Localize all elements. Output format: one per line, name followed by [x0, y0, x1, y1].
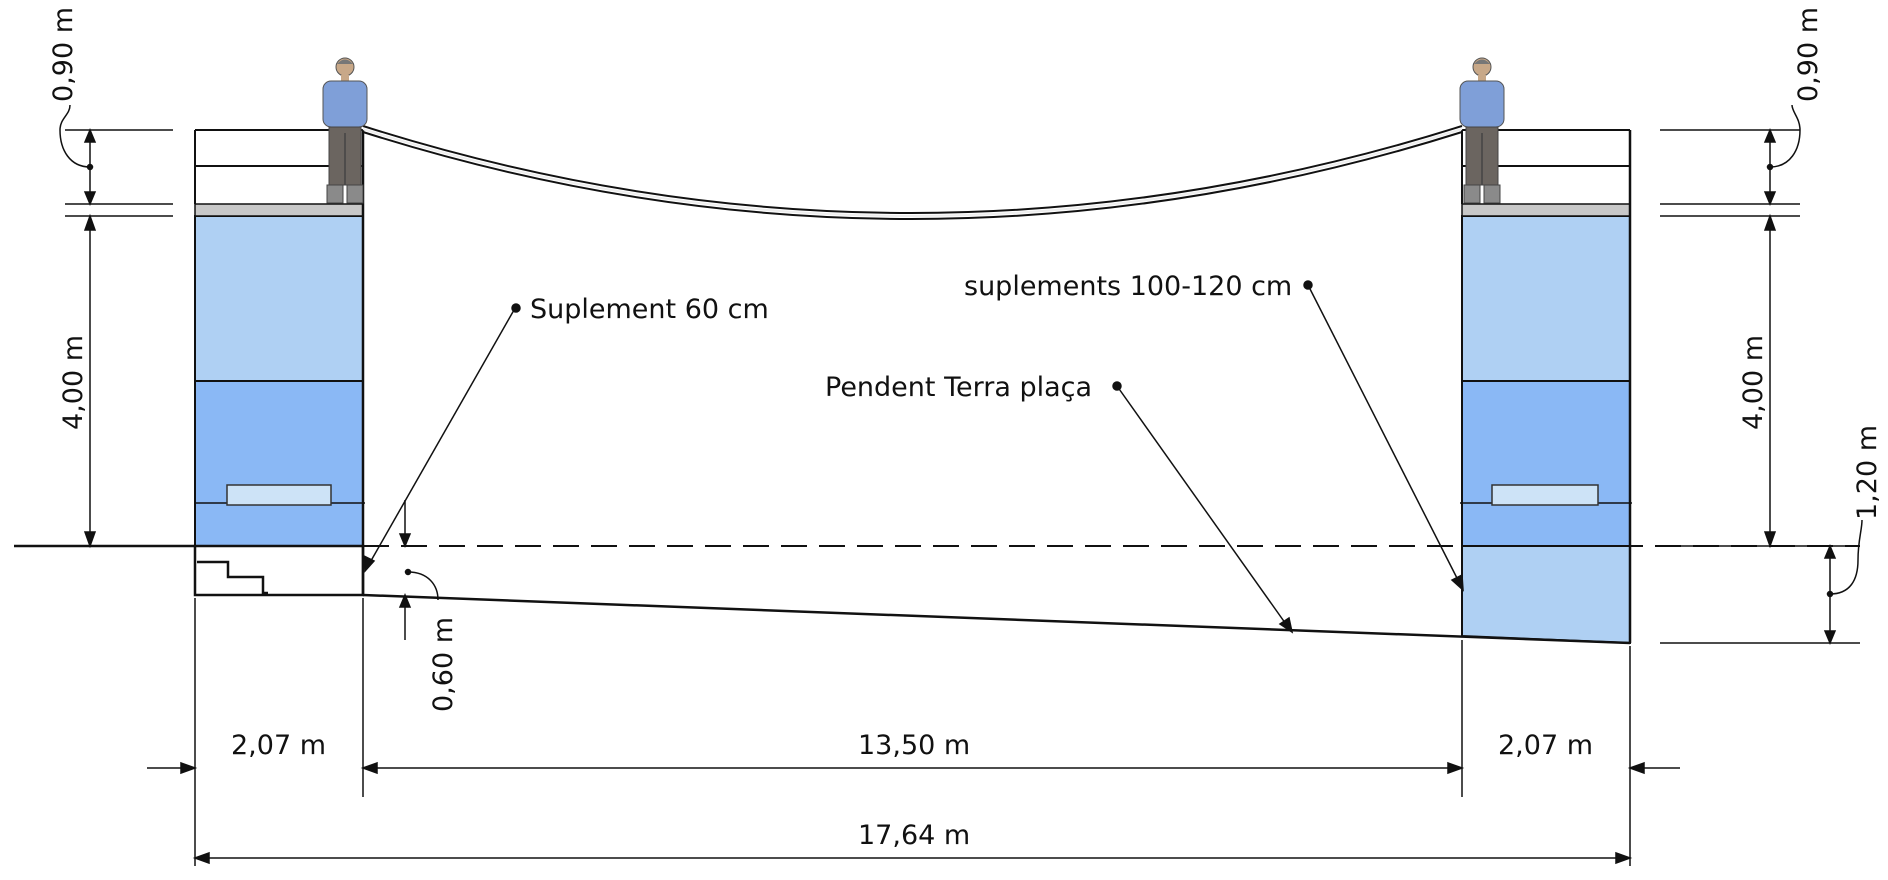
dim-right-railing [1660, 104, 1801, 217]
footbridge-bottom [362, 131, 1463, 220]
dim-left-width [147, 761, 198, 775]
dim-right-step [1660, 519, 1863, 645]
right-tower [1460, 129, 1632, 645]
left-tower [193, 129, 365, 597]
dim-left-step [398, 500, 439, 640]
dim-span-label: 13,50 m [858, 730, 970, 761]
dim-right-railing-label: 0,90 m [1793, 7, 1824, 102]
dim-total [192, 851, 1633, 865]
left-tower-upper [194, 215, 364, 382]
dim-right-height-label: 4,00 m [1738, 335, 1769, 430]
left-basement [193, 544, 365, 597]
footbridge-top [362, 125, 1463, 214]
right-tower-window [1491, 484, 1599, 506]
dim-right-height [1763, 213, 1777, 549]
callout-suplements-100-120 [1303, 280, 1464, 592]
left-tower-window [226, 484, 332, 506]
dim-left-height-label: 4,00 m [58, 335, 89, 430]
sloped-terrain-line [362, 593, 1631, 645]
dim-left-height [83, 213, 97, 549]
left-basement-stair [197, 560, 268, 595]
right-deck [1461, 203, 1631, 217]
right-tower-lower [1461, 380, 1631, 547]
right-foundation-supplement [1461, 545, 1631, 645]
dim-left-width-label: 2,07 m [231, 730, 326, 761]
callout-pendent-terra-label: Pendent Terra plaça [825, 372, 1092, 403]
dim-left-railing [59, 104, 173, 217]
callout-suplements-100-120-label: suplements 100-120 cm [964, 271, 1292, 302]
person-figure-right [1459, 57, 1505, 204]
callout-suplement-60-label: Suplement 60 cm [530, 294, 769, 325]
dim-total-label: 17,64 m [858, 820, 970, 851]
dim-right-width [1627, 761, 1680, 775]
right-tower-upper [1461, 215, 1631, 382]
person-figure-left [322, 57, 368, 204]
dim-left-step-label: 0,60 m [428, 617, 459, 712]
dim-horizontal-extension-lines [194, 598, 1631, 866]
left-tower-lower [194, 380, 364, 547]
callout-pendent-terra [1112, 381, 1294, 634]
dim-right-step-label: 1,20 m [1852, 425, 1883, 520]
left-deck [194, 203, 364, 217]
dim-left-railing-label: 0,90 m [48, 7, 79, 102]
dim-right-width-label: 2,07 m [1498, 730, 1593, 761]
callout-suplement-60 [363, 303, 521, 573]
dim-span [360, 761, 1465, 775]
